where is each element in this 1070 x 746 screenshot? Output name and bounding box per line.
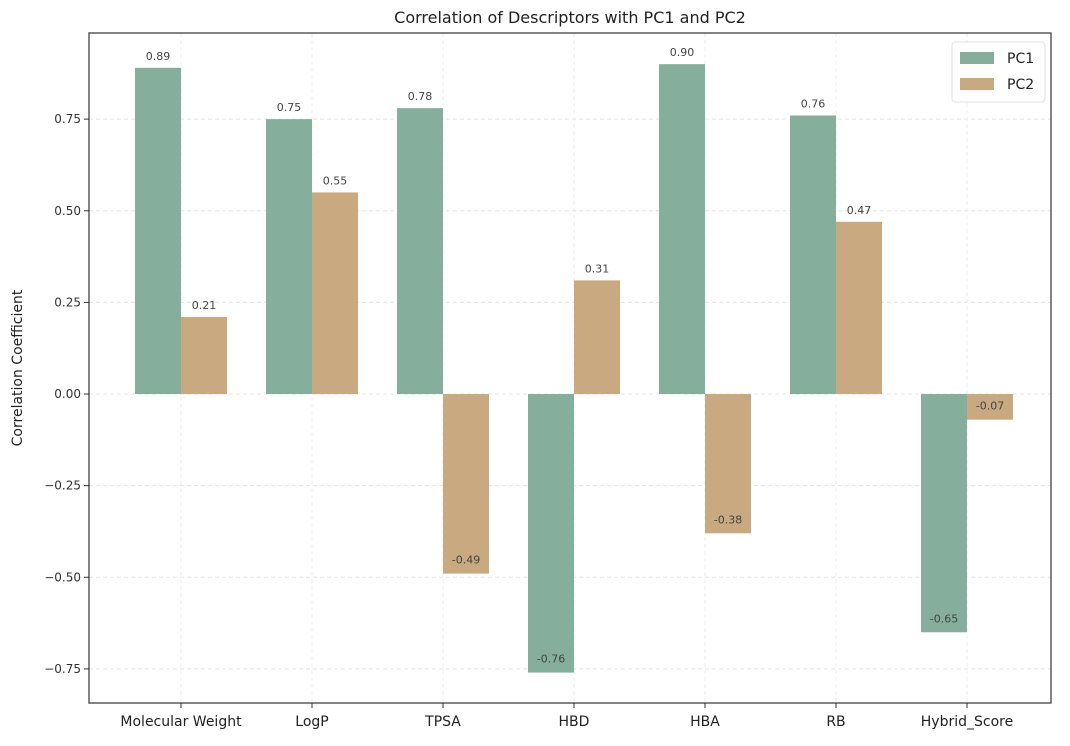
bar-value-label: 0.90 xyxy=(670,46,695,59)
x-tick-label: RB xyxy=(826,714,845,730)
bar-pc2 xyxy=(705,394,751,534)
bar-value-label: 0.47 xyxy=(847,204,872,217)
x-tick-label: LogP xyxy=(295,714,328,730)
y-tick-label: 0.50 xyxy=(54,204,81,218)
legend-swatch-pc1 xyxy=(960,52,994,64)
bar-pc2 xyxy=(312,192,358,395)
bar-value-label: -0.07 xyxy=(976,400,1004,413)
y-tick-label: 0.75 xyxy=(54,112,81,126)
bar-labels-group: 0.89 0.75 0.78 -0.76 0.90 0.76 -0.65 0.21 0.55 -0… xyxy=(146,46,1004,665)
bar-value-label: 0.21 xyxy=(192,299,217,312)
chart-title: Correlation of Descriptors with PC1 and … xyxy=(394,8,746,27)
x-tick-label: Hybrid_Score xyxy=(921,714,1013,730)
bar-value-label: 0.75 xyxy=(277,101,302,114)
bar-pc2 xyxy=(181,317,227,395)
y-tick-label: 0.00 xyxy=(54,387,81,401)
legend-label-pc1: PC1 xyxy=(1007,51,1034,67)
x-tick-label: TPSA xyxy=(424,714,461,730)
bar-pc1 xyxy=(528,394,574,673)
y-tick-label: −0.50 xyxy=(44,570,81,584)
legend-label-pc2: PC2 xyxy=(1007,77,1034,93)
bar-value-label: -0.76 xyxy=(537,653,565,666)
bar-pc1 xyxy=(266,119,312,395)
y-axis-label: Correlation Coefficient xyxy=(10,289,26,446)
bars-group xyxy=(135,64,1013,673)
x-tick-label: HBA xyxy=(690,714,720,730)
bar-value-label: -0.49 xyxy=(452,554,480,567)
bar-pc2 xyxy=(836,221,882,395)
bar-pc2 xyxy=(574,280,620,395)
x-tick-label: HBD xyxy=(559,714,590,730)
plot-frame xyxy=(88,32,1052,704)
bar-value-label: -0.65 xyxy=(930,612,958,625)
y-tick-label: 0.25 xyxy=(54,295,81,309)
grid-lines xyxy=(89,33,1051,703)
bar-value-label: -0.38 xyxy=(714,513,742,526)
y-tick-label: −0.75 xyxy=(44,662,81,676)
y-tick-label: −0.25 xyxy=(44,479,81,493)
bar-pc1 xyxy=(135,67,181,395)
x-tick-label: Molecular Weight xyxy=(120,714,242,730)
bar-pc2 xyxy=(443,394,489,574)
x-axis: Molecular Weight LogP TPSA HBD HBA RB Hybrid_S… xyxy=(120,703,1013,730)
bar-pc1 xyxy=(921,394,967,633)
legend-swatch-pc2 xyxy=(960,78,994,90)
bar-value-label: 0.76 xyxy=(801,97,826,110)
y-axis: −0.75 −0.50 −0.25 0.00 0.25 0.50 0.75 xyxy=(44,112,89,676)
bar-pc2 xyxy=(967,394,1013,420)
bar-value-label: 0.55 xyxy=(323,174,348,187)
bar-value-label: 0.89 xyxy=(146,50,171,63)
bar-pc1 xyxy=(790,115,836,395)
legend: PC1 PC2 xyxy=(951,41,1046,103)
bar-value-label: 0.78 xyxy=(408,90,433,103)
bar-pc1 xyxy=(659,64,705,395)
bar-value-label: 0.31 xyxy=(585,262,610,275)
bar-pc1 xyxy=(397,108,443,395)
